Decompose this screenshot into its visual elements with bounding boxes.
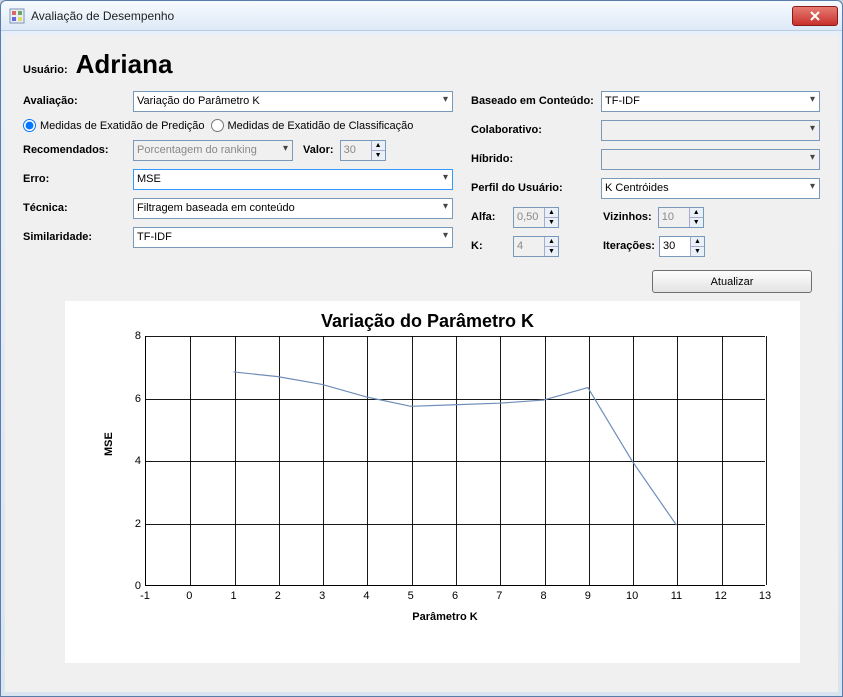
spin-up-icon: ▲ [690, 208, 703, 218]
right-column: Baseado em Conteúdo: Colaborativo: Híbri… [471, 90, 820, 264]
app-window: Avaliação de Desempenho Usuário: Adriana… [0, 0, 843, 697]
spin-up-icon: ▲ [372, 141, 385, 151]
erro-select[interactable] [133, 169, 453, 190]
spin-down-icon: ▼ [372, 151, 385, 160]
chart-ylabel: MSE [103, 432, 115, 456]
spin-down-icon: ▼ [545, 247, 558, 256]
k-input [514, 237, 544, 256]
vizinhos-label: Vizinhos: [603, 211, 652, 223]
perfil-label: Perfil do Usuário: [471, 182, 601, 194]
recomendados-select [133, 140, 293, 161]
xtick-label: 12 [715, 590, 727, 602]
vizinhos-spinner: ▲▼ [658, 207, 704, 228]
xtick-label: 2 [275, 590, 281, 602]
recomendados-label: Recomendados: [23, 144, 133, 156]
radio-predicao-label: Medidas de Exatidão de Predição [40, 120, 205, 132]
k-label: K: [471, 240, 513, 252]
window-title: Avaliação de Desempenho [31, 9, 792, 23]
xtick-label: 8 [541, 590, 547, 602]
spin-up-icon: ▲ [545, 237, 558, 247]
valor-spinner: ▲▼ [340, 140, 386, 161]
xtick-label: 5 [408, 590, 414, 602]
xtick-label: -1 [140, 590, 150, 602]
alfa-input [514, 208, 544, 227]
xtick-label: 3 [319, 590, 325, 602]
avaliacao-select[interactable] [133, 91, 453, 112]
radio-predicao-input[interactable] [23, 119, 36, 132]
spin-down-icon: ▼ [690, 218, 703, 227]
ytick-label: 6 [105, 393, 141, 405]
user-name: Adriana [76, 49, 173, 80]
alfa-label: Alfa: [471, 211, 513, 223]
xtick-label: 13 [759, 590, 771, 602]
xtick-label: 4 [363, 590, 369, 602]
close-button[interactable] [792, 6, 838, 26]
tecnica-label: Técnica: [23, 202, 133, 214]
titlebar: Avaliação de Desempenho [1, 1, 842, 31]
chart-title: Variação do Parâmetro K [75, 311, 780, 332]
chart-plot: MSE Parâmetro K 02468-101234567891011121… [105, 336, 785, 616]
xtick-label: 11 [671, 590, 682, 602]
xtick-label: 7 [496, 590, 502, 602]
xtick-label: 6 [452, 590, 458, 602]
xtick-label: 9 [585, 590, 591, 602]
atualizar-button[interactable]: Atualizar [652, 270, 812, 293]
spin-down-icon: ▼ [545, 218, 558, 227]
chart-panel: Variação do Parâmetro K MSE Parâmetro K … [65, 301, 800, 663]
vizinhos-input [659, 208, 689, 227]
k-spinner: ▲▼ [513, 236, 559, 257]
baseado-select[interactable] [601, 91, 820, 112]
iteracoes-spinner[interactable]: ▲▼ [659, 236, 705, 257]
iteracoes-label: Iterações: [603, 240, 655, 252]
ytick-label: 8 [105, 330, 141, 342]
valor-label: Valor: [303, 144, 334, 156]
similaridade-select[interactable] [133, 227, 453, 248]
user-row: Usuário: Adriana [23, 49, 820, 80]
xtick-label: 1 [231, 590, 237, 602]
erro-label: Erro: [23, 173, 133, 185]
similaridade-label: Similaridade: [23, 231, 133, 243]
colaborativo-label: Colaborativo: [471, 124, 601, 136]
perfil-select[interactable] [601, 178, 820, 199]
app-icon [9, 8, 25, 24]
hibrido-label: Híbrido: [471, 153, 601, 165]
xtick-label: 10 [626, 590, 638, 602]
spin-up-icon[interactable]: ▲ [691, 237, 704, 247]
ytick-label: 2 [105, 518, 141, 530]
spin-up-icon: ▲ [545, 208, 558, 218]
gridline-v [766, 336, 767, 585]
avaliacao-label: Avaliação: [23, 95, 133, 107]
chart-xlabel: Parâmetro K [105, 611, 785, 623]
valor-input [341, 141, 371, 160]
radio-classificacao[interactable]: Medidas de Exatidão de Classificação [211, 119, 414, 132]
user-label: Usuário: [23, 64, 68, 76]
radio-classificacao-label: Medidas de Exatidão de Classificação [228, 120, 414, 132]
measure-radio-group: Medidas de Exatidão de Predição Medidas … [23, 119, 453, 132]
radio-predicao[interactable]: Medidas de Exatidão de Predição [23, 119, 205, 132]
colaborativo-select [601, 120, 820, 141]
radio-classificacao-input[interactable] [211, 119, 224, 132]
ytick-label: 0 [105, 580, 141, 592]
tecnica-select[interactable] [133, 198, 453, 219]
hibrido-select [601, 149, 820, 170]
iteracoes-input[interactable] [660, 237, 690, 256]
ytick-label: 4 [105, 455, 141, 467]
alfa-spinner: ▲▼ [513, 207, 559, 228]
left-column: Avaliação: Medidas de Exatidão de Prediç… [23, 90, 453, 264]
chart-series-line [234, 372, 677, 525]
xtick-label: 0 [186, 590, 192, 602]
client-area: Usuário: Adriana Avaliação: Medidas de E… [5, 35, 838, 692]
close-icon [810, 11, 820, 21]
baseado-label: Baseado em Conteúdo: [471, 95, 601, 107]
spin-down-icon[interactable]: ▼ [691, 247, 704, 256]
